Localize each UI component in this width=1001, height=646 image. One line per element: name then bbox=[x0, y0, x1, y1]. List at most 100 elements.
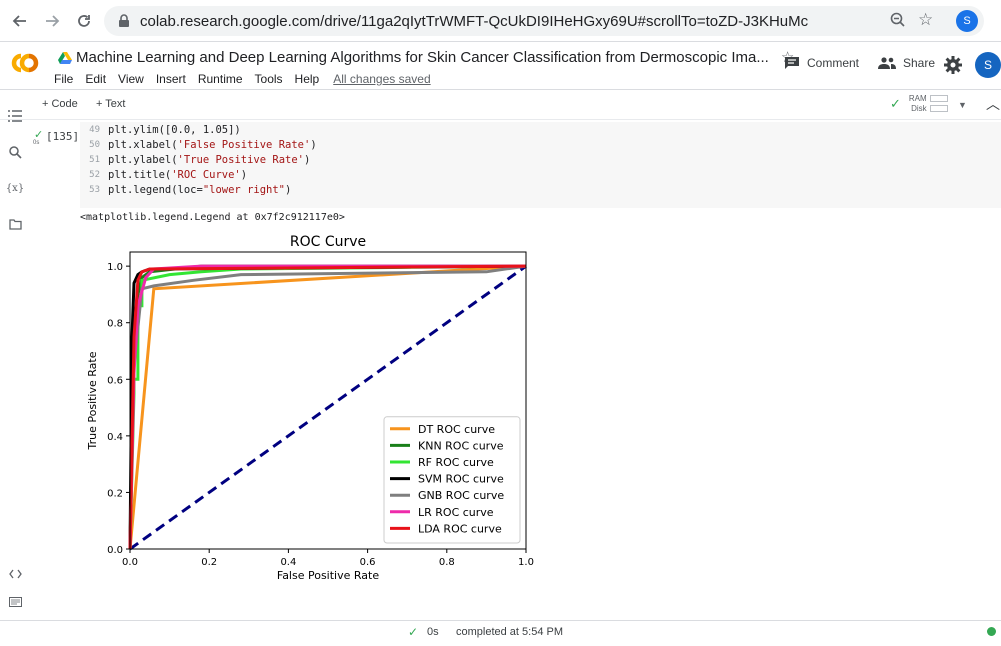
code-string: "lower right" bbox=[202, 184, 286, 196]
code-text: plt.ylabel( bbox=[108, 154, 178, 166]
menu-help[interactable]: Help bbox=[294, 72, 320, 86]
table-of-contents-icon[interactable] bbox=[7, 108, 23, 124]
ram-meter bbox=[929, 95, 948, 103]
code-text: ) bbox=[310, 139, 317, 151]
output-text: <matplotlib.legend.Legend at 0x7f2c91211… bbox=[80, 212, 345, 223]
legend-label: KNN ROC curve bbox=[418, 439, 504, 452]
people-icon bbox=[878, 57, 896, 69]
profile-avatar[interactable]: S bbox=[956, 10, 978, 32]
code-line: 52 plt.title('ROC Curve') bbox=[80, 169, 1001, 184]
chart-title: ROC Curve bbox=[290, 234, 366, 250]
menu-view[interactable]: View bbox=[118, 72, 144, 86]
legend-label: DT ROC curve bbox=[418, 423, 495, 436]
y-tick-label: 0.8 bbox=[107, 319, 123, 330]
x-tick-label: 0.2 bbox=[201, 557, 217, 568]
menu-bar: File Edit View Insert Runtime Tools Help… bbox=[54, 72, 431, 86]
left-rail: {x} bbox=[0, 110, 30, 620]
disk-label: Disk bbox=[911, 104, 927, 113]
share-button[interactable]: Share bbox=[878, 56, 935, 70]
check-icon: ✓ bbox=[408, 625, 419, 639]
disk-meter bbox=[929, 105, 948, 113]
gear-icon[interactable] bbox=[944, 56, 962, 74]
line-number: 51 bbox=[89, 155, 100, 165]
plot-frame bbox=[129, 251, 527, 550]
url-text: colab.research.google.com/drive/11ga2qIy… bbox=[140, 12, 809, 30]
saved-status[interactable]: All changes saved bbox=[333, 72, 431, 86]
address-bar[interactable]: colab.research.google.com/drive/11ga2qIy… bbox=[104, 6, 984, 36]
series-line-lda bbox=[128, 264, 527, 550]
code-text: ) bbox=[303, 154, 311, 166]
connected-check-icon: ✓ bbox=[890, 96, 901, 111]
code-string: 'False Positive Rate' bbox=[177, 139, 311, 151]
code-editor[interactable]: 49 plt.ylim([0.0, 1.05]) 50 plt.xlabel('Fa… bbox=[80, 122, 1001, 208]
code-line: 49 plt.ylim([0.0, 1.05]) bbox=[80, 124, 1001, 139]
folder-icon[interactable] bbox=[7, 216, 23, 232]
code-text: plt.title( bbox=[108, 169, 172, 181]
zoom-icon[interactable] bbox=[890, 12, 921, 33]
menu-runtime[interactable]: Runtime bbox=[197, 72, 243, 86]
notebook-toolbar: + Code + Text ✓ RAM Disk ▼ ︿ bbox=[0, 90, 1001, 120]
status-bar: ✓ 0s completed at 5:54 PM bbox=[0, 620, 1001, 646]
status-text: completed at 5:54 PM bbox=[456, 626, 564, 638]
line-number: 53 bbox=[89, 185, 100, 195]
x-tick-label: 0.8 bbox=[439, 557, 455, 568]
lock-icon bbox=[116, 13, 132, 29]
drive-icon[interactable] bbox=[58, 51, 72, 64]
add-code-button[interactable]: + Code bbox=[42, 98, 78, 110]
forward-arrow-icon[interactable] bbox=[38, 7, 66, 35]
menu-insert[interactable]: Insert bbox=[155, 72, 186, 86]
search-icon[interactable] bbox=[7, 144, 23, 160]
code-text: plt.ylim([0.0, 1.05]) bbox=[108, 124, 241, 136]
colab-logo[interactable] bbox=[8, 50, 42, 78]
connection-status-dot[interactable] bbox=[987, 627, 996, 636]
reload-icon[interactable] bbox=[70, 7, 98, 35]
notebook-title[interactable]: Machine Learning and Deep Learning Algor… bbox=[76, 48, 769, 66]
x-tick-label: 1.0 bbox=[518, 557, 534, 568]
code-line: 53 plt.legend(loc= "lower right") bbox=[80, 184, 1001, 199]
code-text: plt.xlabel( bbox=[108, 139, 178, 151]
colab-header: Machine Learning and Deep Learning Algor… bbox=[0, 42, 1001, 90]
legend-label: GNB ROC curve bbox=[418, 489, 504, 502]
status-duration: 0s bbox=[427, 626, 439, 638]
terminal-icon[interactable] bbox=[7, 594, 23, 610]
runtime-status[interactable]: ✓ RAM Disk bbox=[890, 94, 948, 114]
back-arrow-icon[interactable] bbox=[6, 7, 34, 35]
x-tick-label: 0.0 bbox=[122, 557, 138, 568]
y-tick-label: 0.0 bbox=[107, 545, 123, 556]
comment-icon bbox=[785, 57, 799, 69]
line-number: 49 bbox=[89, 125, 100, 135]
execution-count: [135] bbox=[46, 130, 80, 143]
y-axis-label: True Positive Rate bbox=[86, 351, 99, 450]
legend-label: LDA ROC curve bbox=[418, 522, 502, 535]
code-line: 51 plt.ylabel('True Positive Rate') bbox=[80, 154, 1001, 169]
cell-output: <matplotlib.legend.Legend at 0x7f2c91211… bbox=[80, 212, 345, 223]
menu-edit[interactable]: Edit bbox=[85, 72, 107, 86]
menu-file[interactable]: File bbox=[54, 72, 74, 86]
user-avatar[interactable]: S bbox=[975, 52, 1001, 78]
code-string: 'True Positive Rate' bbox=[177, 154, 304, 166]
execution-time: 0s bbox=[33, 140, 40, 146]
comment-label: Comment bbox=[807, 56, 860, 70]
y-tick-label: 0.2 bbox=[107, 488, 123, 499]
legend-label: LR ROC curve bbox=[418, 506, 494, 519]
chevron-down-icon[interactable]: ▼ bbox=[958, 100, 967, 110]
code-snippets-icon[interactable] bbox=[7, 566, 23, 582]
code-cell[interactable]: ✓ [135] 0s 49 plt.ylim([0.0, 1.05]) 50 plt… bbox=[30, 122, 1001, 208]
comment-button[interactable]: Comment bbox=[784, 56, 859, 70]
add-text-button[interactable]: + Text bbox=[96, 98, 126, 110]
code-text: plt.legend(loc= bbox=[108, 184, 203, 196]
variables-icon[interactable]: {x} bbox=[5, 182, 25, 194]
chevron-up-icon[interactable]: ︿ bbox=[986, 96, 1000, 112]
x-tick-label: 0.6 bbox=[360, 557, 376, 568]
share-label: Share bbox=[903, 56, 936, 70]
legend-box bbox=[383, 416, 521, 544]
code-string: 'ROC Curve' bbox=[171, 169, 241, 181]
y-tick-label: 1.0 bbox=[107, 262, 123, 273]
code-line: 50 plt.xlabel('False Positive Rate') bbox=[80, 139, 1001, 154]
bookmark-star-icon[interactable]: ☆ bbox=[918, 10, 934, 29]
roc-chart: ROC Curve 0.0 0.2 0.4 0.6 0.8 1.0 0.0 0.2 0.4 0.6 0… bbox=[86, 234, 534, 582]
browser-toolbar: colab.research.google.com/drive/11ga2qIy… bbox=[0, 0, 1001, 42]
code-text: ) bbox=[285, 184, 292, 196]
run-success-icon[interactable]: ✓ bbox=[34, 129, 44, 141]
menu-tools[interactable]: Tools bbox=[254, 72, 283, 86]
